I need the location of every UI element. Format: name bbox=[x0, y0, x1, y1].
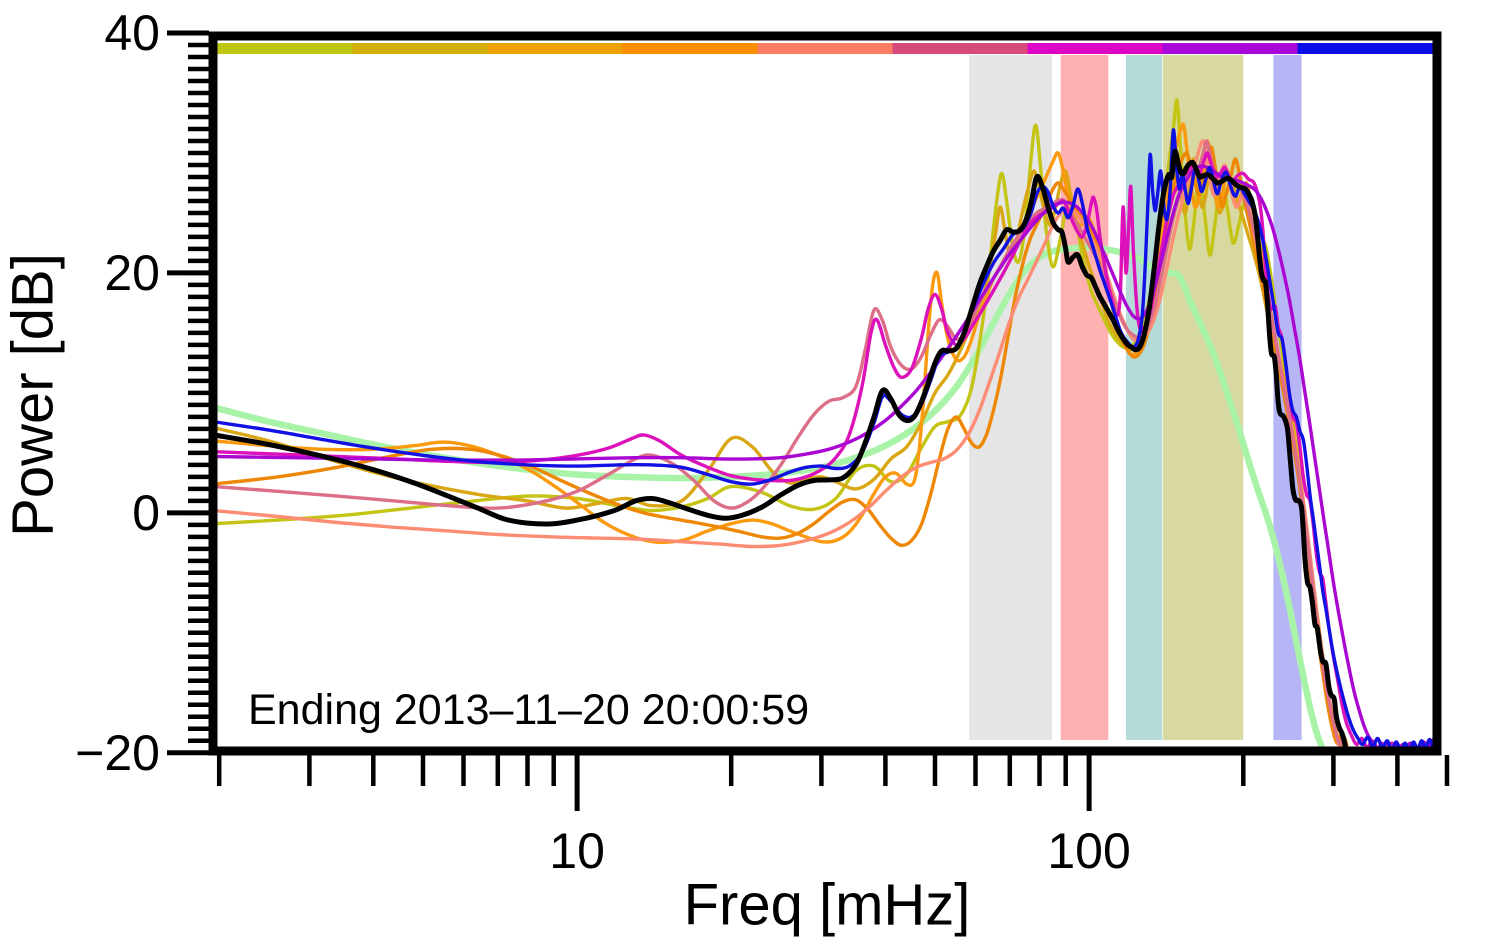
shaded-band bbox=[1060, 55, 1109, 740]
y-tick-label: 0 bbox=[132, 485, 160, 541]
x-tick-label: 100 bbox=[1047, 823, 1130, 879]
colorbar-segment bbox=[1297, 43, 1434, 54]
series-pale-green bbox=[217, 244, 1326, 747]
ending-time-annotation: Ending 2013–11–20 20:00:59 bbox=[248, 686, 810, 734]
top-frequency-colorbar bbox=[217, 43, 1434, 54]
colorbar-segment bbox=[217, 43, 354, 54]
axis-ticks bbox=[167, 30, 1450, 811]
y-axis-title: Power [dB] bbox=[0, 253, 66, 537]
colorbar-segment bbox=[352, 43, 489, 54]
tick-labels: 40 20 0 −20 10 100 bbox=[75, 5, 1131, 879]
x-tick-label: 10 bbox=[549, 823, 605, 879]
shaded-frequency-bands bbox=[969, 55, 1302, 740]
colorbar-segment bbox=[487, 43, 624, 54]
shaded-band bbox=[1125, 55, 1163, 740]
colorbar-segment bbox=[757, 43, 894, 54]
colorbar-segment bbox=[622, 43, 759, 54]
colorbar-segment bbox=[1162, 43, 1299, 54]
y-tick-label: 40 bbox=[104, 5, 160, 61]
colorbar-segment bbox=[892, 43, 1029, 54]
x-axis-title: Freq [mHz] bbox=[683, 872, 971, 938]
spectra-curves bbox=[217, 98, 1433, 747]
y-tick-label: 20 bbox=[104, 245, 160, 301]
series-purple bbox=[217, 164, 1433, 747]
series-black-mean bbox=[217, 148, 1348, 747]
y-tick-label: −20 bbox=[75, 725, 160, 781]
axes-frame bbox=[208, 31, 1442, 756]
colorbar-segment bbox=[1027, 43, 1164, 54]
